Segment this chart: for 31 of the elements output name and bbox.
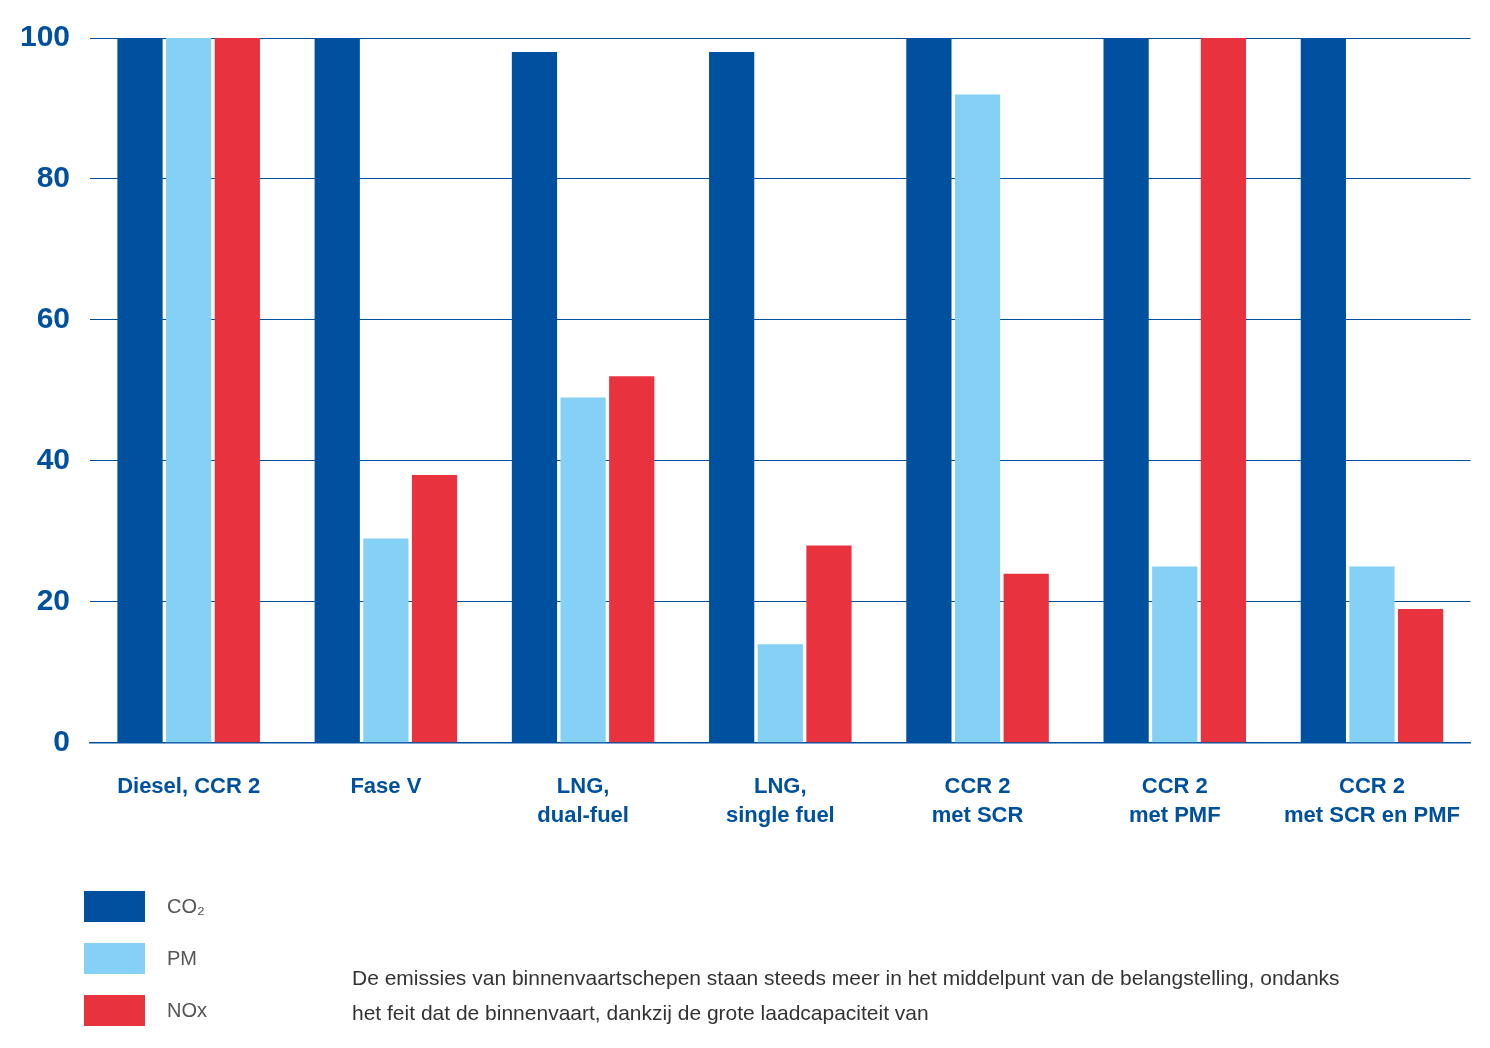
bar [1152, 566, 1198, 743]
text: De emissies van binnenvaartschepen staan steeds meer in het middelpunt van de belangstelling, ondanks het feit dat de binnenvaart, dankzij de grote laadcapaciteit van [352, 965, 1341, 1026]
legend-label: PM [167, 946, 197, 970]
bar [954, 94, 1001, 743]
bar [214, 38, 260, 743]
bar [166, 38, 212, 743]
bar [609, 376, 655, 743]
x-tick-label: CCR 2 met PMF [1128, 773, 1221, 827]
bar [806, 545, 852, 743]
x-tick-label: CCR 2 met SCR [931, 773, 1024, 827]
x-tick-label: Diesel, CCR 2 [117, 773, 261, 799]
x-tick-label: LNG, dual-fuel [537, 773, 629, 827]
bar [1398, 608, 1444, 743]
bar [1200, 38, 1247, 743]
y-tick-label: 100 [19, 19, 71, 53]
y-tick-label: 80 [36, 160, 71, 194]
bar [363, 538, 409, 743]
bar [560, 397, 606, 743]
legend-label: NOx [167, 998, 207, 1022]
y-tick-label: 60 [36, 301, 71, 335]
x-tick-label: LNG, single fuel [725, 773, 835, 827]
y-tick-label: 0 [53, 724, 71, 758]
bar [411, 474, 458, 743]
bar [1003, 573, 1049, 743]
x-tick-label: CCR 2 met SCR en PMF [1283, 773, 1460, 827]
y-tick-label: 20 [36, 583, 71, 617]
bar [1349, 566, 1395, 743]
bar [757, 644, 803, 743]
x-tick-label: Fase V [350, 773, 422, 799]
legend-label: CO₂ [167, 894, 205, 918]
y-tick-label: 40 [36, 442, 71, 476]
